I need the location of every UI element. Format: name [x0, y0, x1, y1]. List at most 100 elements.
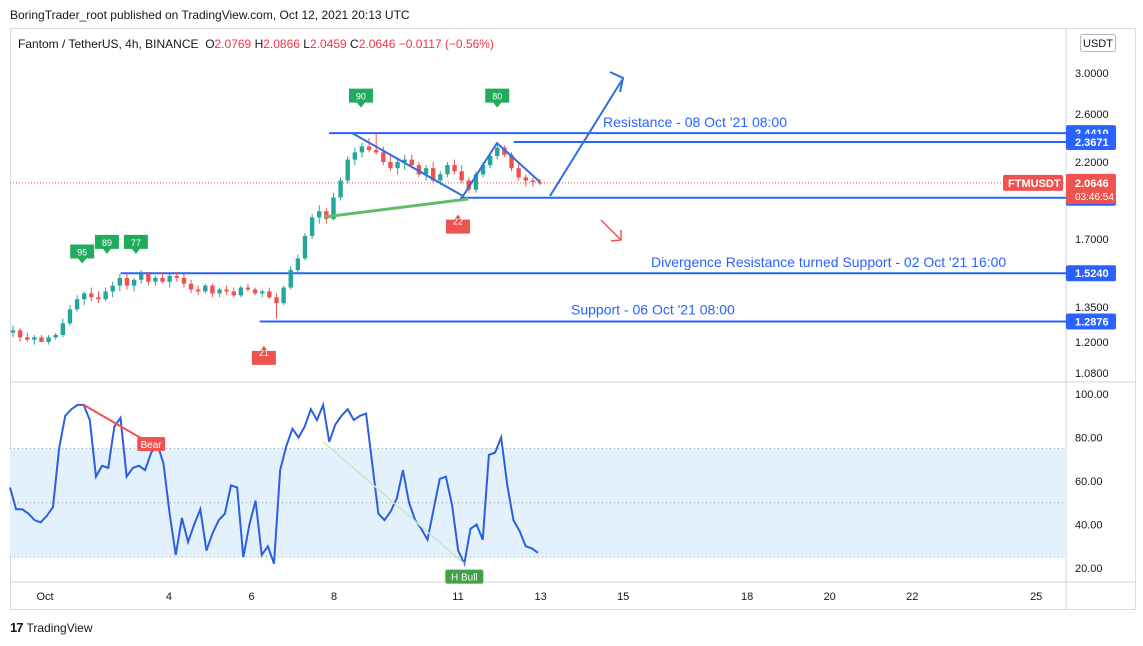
candle-body	[302, 235, 308, 259]
symbol-tag-box	[1003, 174, 1063, 191]
currency-button[interactable]: USDT	[1080, 34, 1116, 52]
candle-body	[103, 291, 108, 300]
candle-body	[17, 330, 23, 338]
price-tick-label: 1.7000	[1075, 234, 1109, 246]
candle-body	[381, 152, 386, 162]
candle-body	[32, 337, 37, 340]
rsi-tick-label: 60.00	[1075, 476, 1103, 488]
bull-divergence-line	[322, 441, 465, 565]
open-label: O	[205, 37, 215, 51]
candle-body	[174, 275, 179, 278]
publisher-caption: BoringTrader_root published on TradingVi…	[10, 8, 410, 22]
footer-brand: 17 TradingView	[10, 620, 93, 635]
candle-body	[117, 277, 123, 286]
current-price-box	[1066, 173, 1116, 204]
candle-body	[409, 159, 415, 166]
candle-body	[352, 152, 358, 160]
signal-label: 90	[356, 92, 366, 102]
high-value: 2.0866	[263, 37, 300, 51]
low-value: 2.0459	[309, 37, 347, 51]
rsi-tick-label: 20.00	[1075, 563, 1103, 575]
candle-body	[203, 285, 208, 292]
candle-body	[96, 297, 101, 300]
time-tick-label: 18	[741, 591, 753, 603]
candle-body	[46, 337, 51, 342]
candle-body	[402, 159, 407, 162]
rsi-tick-label: 80.00	[1075, 433, 1103, 445]
candle-body	[331, 197, 336, 219]
candle-body	[324, 211, 329, 219]
candle-body	[260, 291, 265, 294]
candle-body	[309, 217, 315, 236]
level-label: Resistance - 08 Oct '21 08:00	[603, 114, 787, 130]
candle-body	[459, 171, 464, 181]
time-tick-label: 6	[248, 591, 254, 603]
candle-body	[245, 287, 251, 290]
time-tick-label: 25	[1030, 591, 1042, 603]
signal-badge	[446, 214, 470, 234]
signal-badge	[485, 88, 510, 108]
candle-body	[366, 146, 372, 150]
price-tick-label: 2.6000	[1075, 109, 1109, 121]
rsi-tick-label: 100.00	[1075, 389, 1109, 401]
high-label: H	[254, 37, 264, 51]
candle-body	[252, 289, 258, 294]
price-tick-label: 1.3500	[1075, 302, 1109, 314]
candle-body	[181, 277, 187, 284]
candle-body	[345, 159, 350, 181]
signal-label: 95	[77, 248, 87, 258]
candle-body	[110, 285, 115, 292]
candle-body	[338, 180, 343, 198]
projection-down-arrowhead	[610, 230, 622, 242]
symbol-legend: Fantom / TetherUS, 4h, BINANCE O2.0769 H…	[18, 37, 494, 51]
signal-label: 21	[259, 348, 269, 358]
candle-body	[138, 273, 144, 280]
bear-label-box	[137, 437, 166, 452]
level-label: Divergence Resistance turned Support - 0…	[651, 254, 1006, 270]
candle-body	[530, 180, 536, 183]
candle-body	[317, 211, 322, 218]
time-tick-label: 13	[534, 591, 546, 603]
candle-body	[423, 168, 429, 175]
price-tag-box	[1066, 313, 1116, 330]
candle-body	[53, 335, 58, 338]
candle-body	[39, 337, 44, 342]
candle-body	[60, 323, 66, 335]
tradingview-logo-icon: 17	[10, 620, 24, 635]
candle-body	[516, 168, 521, 178]
candle-body	[74, 299, 80, 310]
signal-label: 89	[102, 238, 112, 248]
candle-body	[495, 147, 500, 156]
candle-body	[124, 277, 130, 286]
candle-body	[167, 275, 172, 282]
candle-body	[502, 147, 507, 155]
candle-body	[10, 330, 16, 333]
rsi-tick-label: 40.00	[1075, 520, 1103, 532]
signal-badge	[348, 88, 373, 108]
candle-body	[188, 283, 194, 290]
candle-body	[438, 174, 443, 181]
time-tick-label: 15	[617, 591, 629, 603]
price-tick-label: 2.2000	[1075, 157, 1109, 169]
candle-body	[195, 289, 201, 292]
footer-brand-label: TradingView	[26, 620, 93, 635]
price-tick-label: 3.0000	[1075, 68, 1109, 80]
candle-body	[82, 293, 87, 300]
candle-body	[217, 289, 222, 294]
level-label: Support - 06 Oct '21 08:00	[571, 302, 735, 318]
candle-body	[288, 270, 293, 288]
divergence-trendline	[323, 197, 469, 219]
candle-body	[67, 309, 73, 324]
time-tick-label: 11	[452, 591, 463, 603]
price-tag-label: 1.5240	[1075, 268, 1109, 280]
change-value: −0.0117 (−0.56%)	[398, 37, 494, 51]
open-value: 2.0769	[214, 37, 252, 51]
time-tick-label: 20	[824, 591, 836, 603]
signal-label: 77	[131, 238, 141, 248]
projection-down-line	[600, 219, 622, 241]
candle-body	[523, 177, 528, 181]
candle-body	[487, 156, 493, 166]
wedge-outline	[351, 132, 541, 198]
candle-body	[25, 337, 30, 340]
